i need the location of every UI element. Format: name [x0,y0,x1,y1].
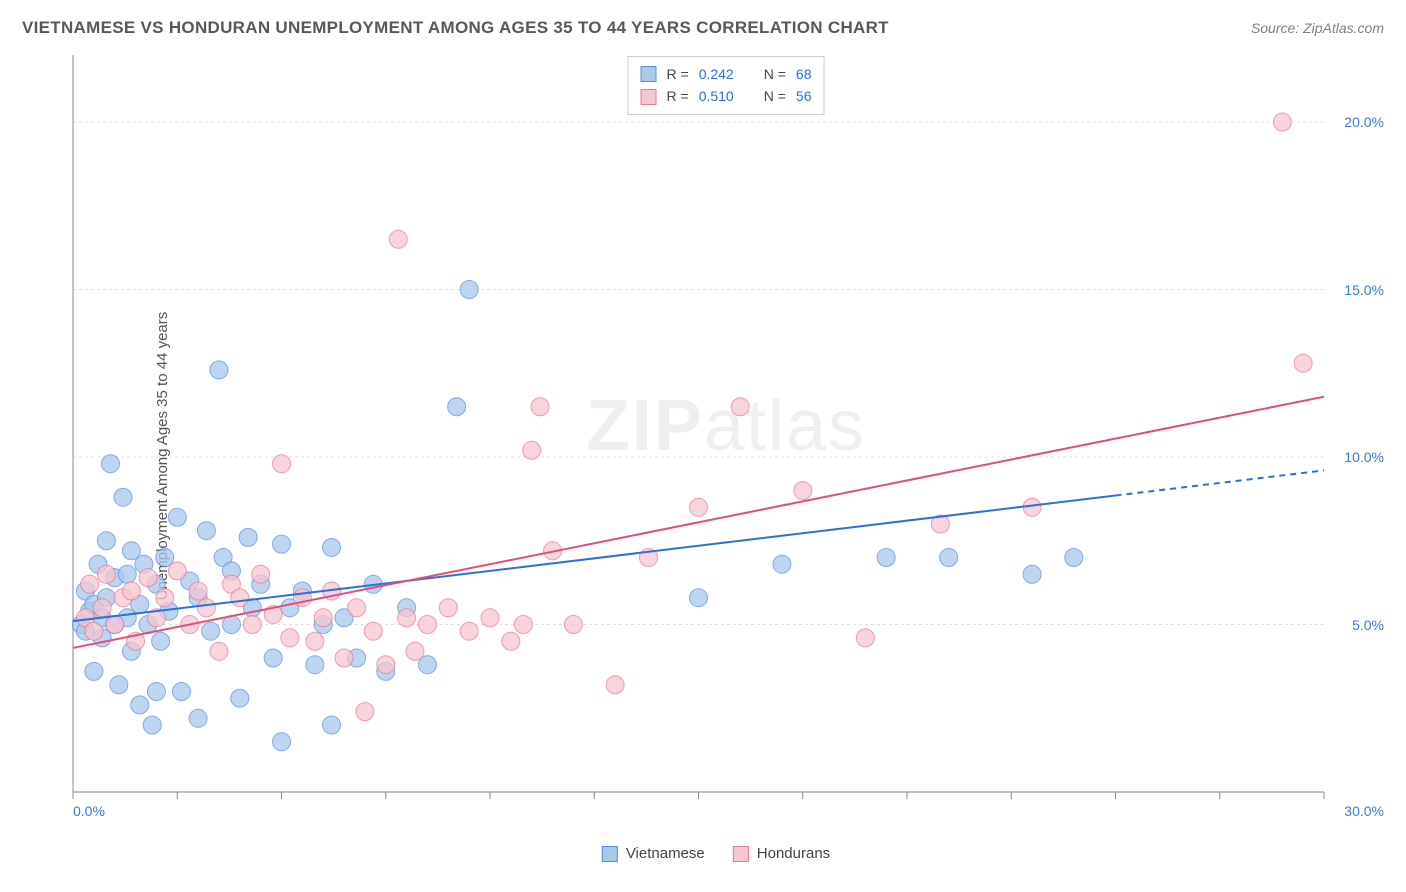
chart-source: Source: ZipAtlas.com [1251,20,1384,36]
r-label: R = [667,85,689,107]
y-tick-label: 20.0% [1344,114,1384,130]
series-legend-item: Vietnamese [602,845,705,862]
r-value: 0.242 [699,63,734,85]
r-label: R = [667,63,689,85]
n-value: 56 [796,85,812,107]
series-legend-label: Hondurans [757,845,830,862]
chart-header: VIETNAMESE VS HONDURAN UNEMPLOYMENT AMON… [22,18,1384,38]
y-tick-label: 5.0% [1352,617,1384,633]
legend-stats-row: R = 0.510 N = 56 [641,85,812,107]
n-label: N = [764,85,786,107]
chart-container: Unemployment Among Ages 35 to 44 years Z… [48,50,1384,862]
n-value: 68 [796,63,812,85]
y-tick-label: 10.0% [1344,449,1384,465]
plot-area: ZIPatlas R = 0.242 N = 68 R = 0.510 N = … [68,50,1384,817]
series-legend: Vietnamese Hondurans [602,845,830,862]
series-legend-label: Vietnamese [626,845,705,862]
legend-swatch-icon [733,846,749,862]
legend-stats-row: R = 0.242 N = 68 [641,63,812,85]
series-legend-item: Hondurans [733,845,830,862]
scatter-plot-svg [68,50,1384,817]
x-tick-label: 0.0% [73,803,105,819]
legend-swatch-icon [602,846,618,862]
correlation-legend: R = 0.242 N = 68 R = 0.510 N = 56 [628,56,825,115]
y-tick-label: 15.0% [1344,282,1384,298]
r-value: 0.510 [699,85,734,107]
x-tick-label: 30.0% [1344,803,1384,819]
n-label: N = [764,63,786,85]
legend-swatch-icon [641,89,657,105]
chart-title: VIETNAMESE VS HONDURAN UNEMPLOYMENT AMON… [22,18,889,38]
legend-swatch-icon [641,66,657,82]
